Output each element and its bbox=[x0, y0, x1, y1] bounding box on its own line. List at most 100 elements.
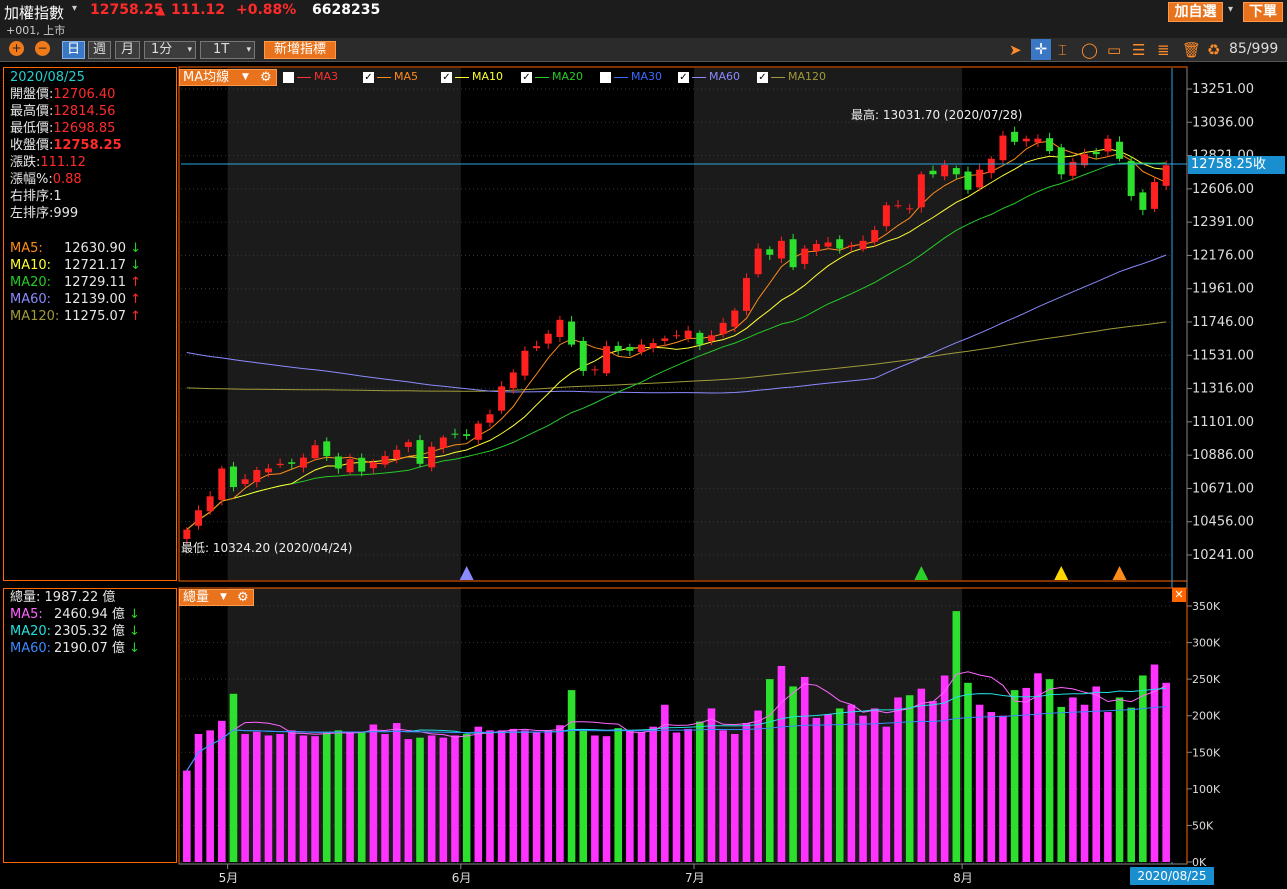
info-row-label: 右排序: bbox=[10, 189, 54, 204]
zoom-in-icon[interactable]: + bbox=[9, 41, 24, 56]
trade-volume: 6628235 bbox=[312, 2, 381, 18]
volume-bar bbox=[684, 728, 692, 862]
trash-icon[interactable]: 🗑 bbox=[1182, 41, 1202, 59]
crosshair-icon[interactable]: ✛ bbox=[1031, 39, 1051, 60]
watchlist-dropdown-icon[interactable]: ▾ bbox=[1228, 4, 1234, 15]
ma-indicator-select[interactable]: MA均線 ▼ ⚙ bbox=[179, 69, 277, 86]
y-tick-label: 11101.00 bbox=[1192, 415, 1254, 430]
info-row: 最低價:12698.85 bbox=[10, 120, 115, 137]
legend-checkbox[interactable]: ✓ bbox=[441, 71, 452, 83]
candle-body bbox=[183, 529, 191, 539]
period-month-button[interactable]: 月 bbox=[115, 41, 140, 59]
volume-indicator-select[interactable]: 總量 ▼ ⚙ bbox=[179, 589, 254, 606]
legend-checkbox[interactable]: ✓ bbox=[363, 71, 374, 83]
candle-body bbox=[638, 344, 646, 353]
tick-select[interactable]: 1T ▾ bbox=[200, 41, 255, 59]
ellipse-tool-icon[interactable]: ◯ bbox=[1081, 41, 1098, 59]
candle-body bbox=[264, 468, 272, 473]
candle-body bbox=[684, 330, 692, 339]
volume-bar bbox=[1115, 697, 1124, 862]
legend-item-ma5[interactable]: ✓ MA5 bbox=[363, 70, 418, 84]
volume-ma-label: MA20: bbox=[10, 624, 52, 639]
add-indicator-button[interactable]: 新增指標 bbox=[264, 41, 336, 59]
period-week-button[interactable]: 週 bbox=[88, 41, 111, 59]
legend-checkbox[interactable]: ✓ bbox=[757, 71, 768, 83]
volume-bar bbox=[218, 720, 226, 862]
info-row-value: 1 bbox=[53, 189, 62, 204]
y-tick-label: 10671.00 bbox=[1192, 481, 1254, 496]
lines-tool-icon[interactable]: ☰ bbox=[1132, 41, 1146, 59]
volume-ma-label: MA5: bbox=[10, 607, 43, 622]
rectangle-tool-icon[interactable]: ▭ bbox=[1107, 41, 1122, 59]
volume-bar bbox=[649, 726, 657, 862]
candle-body bbox=[894, 205, 902, 207]
add-watchlist-button[interactable]: 加自選 bbox=[1168, 2, 1223, 22]
y-tick-label: 10886.00 bbox=[1192, 448, 1254, 463]
volume-panel-border bbox=[178, 587, 1188, 865]
candle-body bbox=[789, 239, 797, 268]
info-row: 左排序:999 bbox=[10, 205, 78, 222]
legend-item-ma60[interactable]: ✓ MA60 bbox=[678, 70, 740, 84]
volume-ma-value: 2190.07 億 bbox=[54, 641, 125, 656]
volume-bar bbox=[206, 730, 214, 862]
volume-bar bbox=[1127, 707, 1135, 862]
minute-select[interactable]: 1分 ▾ bbox=[144, 41, 196, 59]
candle-body bbox=[871, 230, 879, 242]
volume-bar bbox=[521, 730, 529, 862]
candle-body bbox=[404, 442, 412, 447]
candle-body bbox=[941, 165, 949, 177]
volume-bar bbox=[509, 728, 518, 862]
legend-item-ma3[interactable]: MA3 bbox=[283, 70, 338, 84]
volume-bar bbox=[346, 731, 354, 862]
volume-bar bbox=[381, 734, 389, 862]
volume-bar bbox=[707, 708, 716, 862]
legend-checkbox[interactable]: ✓ bbox=[521, 71, 532, 83]
volume-settings-gear-icon[interactable]: ⚙ bbox=[237, 590, 249, 605]
ma-row-value: 12139.00 bbox=[64, 292, 127, 307]
symbol-dropdown-icon[interactable]: ▾ bbox=[72, 3, 78, 14]
zoom-out-icon[interactable]: − bbox=[35, 41, 50, 56]
ma-value-row: MA120: 11275.07 ↑ bbox=[10, 308, 141, 325]
ma-indicator-label: MA均線 bbox=[183, 70, 230, 85]
legend-item-ma120[interactable]: ✓ MA120 bbox=[757, 70, 826, 84]
vertical-line-tool-icon[interactable]: ⌶ bbox=[1058, 41, 1068, 59]
legend-item-ma20[interactable]: ✓ MA20 bbox=[521, 70, 583, 84]
volume-bar bbox=[987, 712, 996, 862]
volume-bar bbox=[672, 732, 681, 862]
refresh-icon[interactable]: ♻ bbox=[1207, 41, 1221, 59]
order-button[interactable]: 下單 bbox=[1243, 2, 1283, 22]
legend-swatch bbox=[614, 76, 628, 78]
legend-checkbox[interactable]: ✓ bbox=[678, 71, 689, 83]
candle-body bbox=[906, 208, 914, 210]
volume-bar bbox=[567, 690, 576, 862]
volume-bar bbox=[614, 728, 622, 862]
candle-body bbox=[917, 174, 925, 208]
volume-bar bbox=[1069, 697, 1077, 862]
volume-tick-label: 300K bbox=[1192, 637, 1221, 650]
legend-checkbox[interactable] bbox=[283, 71, 294, 83]
period-day-button[interactable]: 日 bbox=[62, 41, 85, 59]
candle-body bbox=[1116, 141, 1124, 159]
info-row: 右排序:1 bbox=[10, 188, 62, 205]
legend-label: MA3 bbox=[314, 70, 339, 83]
ma-settings-gear-icon[interactable]: ⚙ bbox=[260, 70, 272, 85]
legend-swatch bbox=[535, 76, 549, 78]
volume-bar bbox=[905, 695, 914, 862]
symbol-name[interactable]: 加權指數 bbox=[4, 4, 65, 22]
candle-body bbox=[626, 347, 634, 351]
legend-item-ma30[interactable]: MA30 bbox=[600, 70, 662, 84]
candle-body bbox=[218, 468, 226, 500]
candle-body bbox=[824, 242, 832, 247]
list-tool-icon[interactable]: ≣ bbox=[1157, 41, 1170, 59]
legend-item-ma10[interactable]: ✓ MA10 bbox=[441, 70, 503, 84]
candle-body bbox=[929, 170, 937, 175]
legend-swatch bbox=[692, 76, 706, 78]
close-volume-panel-icon[interactable]: ✕ bbox=[1172, 588, 1186, 602]
candle-body bbox=[1162, 165, 1170, 186]
cursor-arrow-icon[interactable]: ➤ bbox=[1009, 41, 1022, 59]
candle-body bbox=[649, 343, 657, 349]
candle-body bbox=[393, 449, 401, 459]
legend-checkbox[interactable] bbox=[600, 71, 611, 83]
candle-body bbox=[428, 446, 436, 468]
